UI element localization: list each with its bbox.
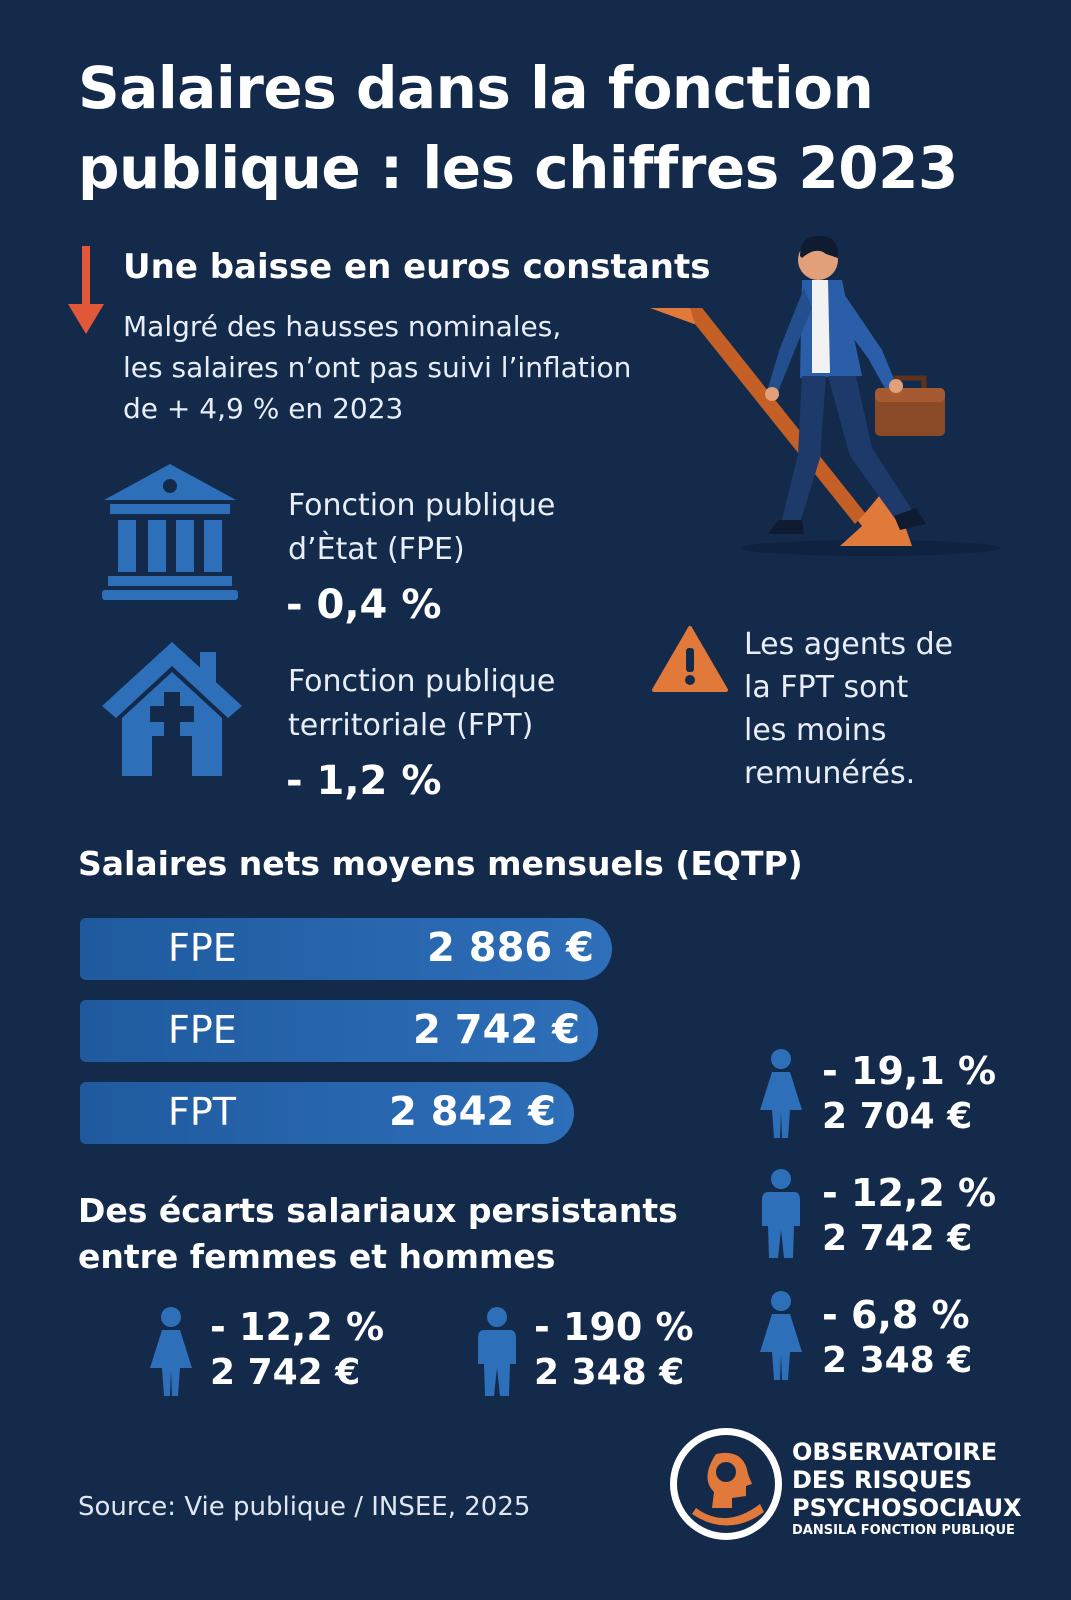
gap-stat-pct: - 12,2 % <box>210 1305 385 1349</box>
gap-stat-value: 2 348 € <box>822 1340 973 1381</box>
fpe-label: Fonction publique d’Ètat (FPE) <box>288 484 555 572</box>
gap-stat-bottom-2: - 190 % 2 348 € <box>534 1304 694 1396</box>
salary-bar-label: FPT <box>168 1090 236 1134</box>
down-arrow-icon <box>68 246 104 334</box>
title-line-1: Salaires dans la fonction <box>78 54 874 122</box>
warning-line-3: les moins <box>744 713 887 748</box>
gender-gap-line-2: entre femmes et hommes <box>78 1237 556 1276</box>
salary-bar-label: FPE <box>168 926 237 970</box>
female-person-icon <box>760 1291 802 1380</box>
fpt-change: - 1,2 % <box>286 758 442 804</box>
decline-line-1: Malgré des hausses nominales, <box>123 310 562 343</box>
gap-stat-value: 2 704 € <box>822 1096 973 1137</box>
female-person-icon <box>150 1307 192 1396</box>
gap-stat-pct: - 19,1 % <box>822 1049 997 1093</box>
title-line-2: publique : les chiffres 2023 <box>78 134 958 202</box>
logo-text: OBSERVATOIRE DES RISQUES PSYCHOSOCIAUX D… <box>792 1438 1022 1540</box>
gap-stat-value: 2 742 € <box>822 1218 973 1259</box>
businessman-falling-arrow-illustration <box>650 235 1000 556</box>
salary-bar-fpt: FPT 2 842 € <box>80 1082 574 1144</box>
gap-stat-pct: - 190 % <box>534 1305 694 1349</box>
gender-gap-heading: Des écarts salariaux persistants entre f… <box>78 1188 678 1280</box>
male-person-icon <box>762 1169 800 1258</box>
decline-line-2: les salaires n’ont pas suivi l’inflation <box>123 351 632 384</box>
fpe-label-line-2: d’Ètat (FPE) <box>288 532 465 567</box>
house-plus-icon <box>102 642 242 776</box>
fpe-label-line-1: Fonction publique <box>288 488 556 523</box>
gender-gap-line-1: Des écarts salariaux persistants <box>78 1191 678 1230</box>
logo-line-2: DES RISQUES <box>792 1466 973 1494</box>
salary-bar-value: 2 742 € <box>412 1007 580 1053</box>
warning-line-1: Les agents de <box>744 627 954 662</box>
female-person-icon <box>760 1049 802 1138</box>
gap-stat-value: 2 742 € <box>210 1352 361 1393</box>
fpe-change: - 0,4 % <box>286 582 442 628</box>
salary-bar-fpe-1: FPE 2 886 € <box>80 918 612 980</box>
fpt-label-line-2: territoriale (FPT) <box>288 708 534 743</box>
fpt-label: Fonction publique territoriale (FPT) <box>288 660 555 748</box>
gap-stat-right-1: - 19,1 % 2 704 € <box>822 1048 996 1140</box>
gap-stat-right-2: - 12,2 % 2 742 € <box>822 1170 996 1262</box>
decline-text: Malgré des hausses nominales, les salair… <box>123 306 703 429</box>
warning-text: Les agents de la FPT sont les moins remu… <box>744 623 953 795</box>
salaries-heading: Salaires nets moyens mensuels (EQTP) <box>78 844 803 883</box>
logo-line-3: PSYCHOSOCIAUX <box>792 1494 1022 1522</box>
salary-bar-fpe-2: FPE 2 742 € <box>80 1000 598 1062</box>
decline-heading: Une baisse en euros constants <box>123 247 711 287</box>
decline-line-3: de + 4,9 % en 2023 <box>123 392 404 425</box>
warning-icon <box>652 626 728 692</box>
male-person-icon <box>478 1307 516 1396</box>
page-title: Salaires dans la fonction publique : les… <box>78 48 1018 208</box>
logo-line-4: DANSILA FONCTION PUBLIQUE <box>792 1523 1015 1538</box>
salary-bar-label: FPE <box>168 1008 237 1052</box>
gap-stat-pct: - 12,2 % <box>822 1171 997 1215</box>
gap-stat-bottom-1: - 12,2 % 2 742 € <box>210 1304 384 1396</box>
gap-stat-right-3: - 6,8 % 2 348 € <box>822 1292 972 1384</box>
source-note: Source: Vie publique / INSEE, 2025 <box>78 1492 531 1522</box>
gap-stat-pct: - 6,8 % <box>822 1293 970 1337</box>
fpt-label-line-1: Fonction publique <box>288 664 556 699</box>
warning-line-4: remunérés. <box>744 756 916 791</box>
head-heart-logo <box>670 1428 782 1540</box>
logo-line-1: OBSERVATOIRE <box>792 1438 998 1466</box>
salary-bar-value: 2 886 € <box>426 925 594 971</box>
salary-bar-value: 2 842 € <box>388 1089 556 1135</box>
bank-building-icon <box>102 464 238 600</box>
warning-line-2: la FPT sont <box>744 670 909 705</box>
gap-stat-value: 2 348 € <box>534 1352 685 1393</box>
